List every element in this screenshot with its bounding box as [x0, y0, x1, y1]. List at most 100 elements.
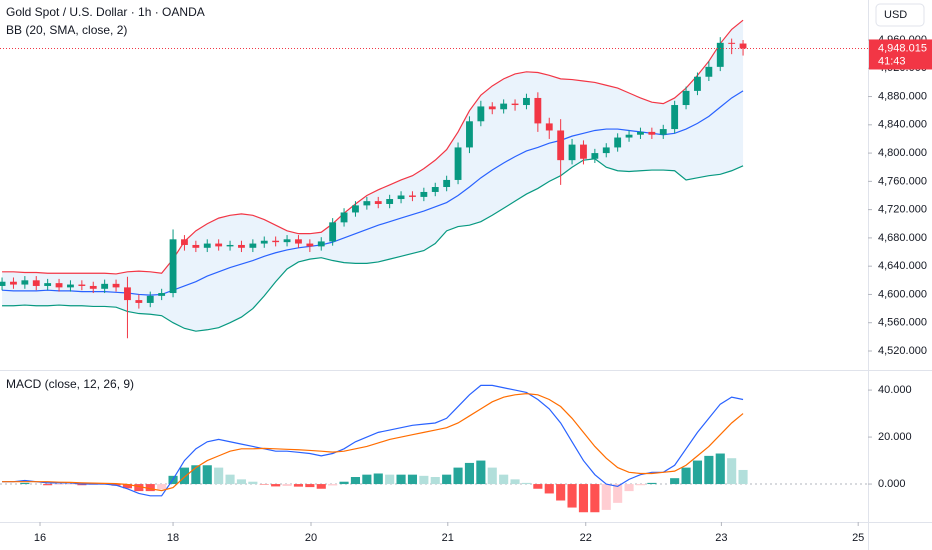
candle-body	[0, 281, 6, 286]
y-tick-label: 4,840.000	[878, 119, 927, 131]
plot-layer: 4,520.000 4,560.000 4,600.000 4,640.000 4,68…	[0, 19, 927, 544]
y-tick-label: 40.000	[878, 384, 912, 396]
candle-body	[523, 97, 530, 106]
y-tick-label: 4,600.000	[878, 288, 927, 300]
candle-body	[101, 283, 109, 289]
last-price-label: 4,948.015	[878, 42, 927, 54]
histogram-bar	[521, 482, 532, 485]
histogram-bar	[544, 484, 554, 494]
histogram-bar	[122, 484, 133, 489]
histogram-bar	[282, 484, 292, 486]
candle-body	[124, 287, 131, 301]
histogram-bar	[396, 474, 406, 485]
y-tick-label: 4,720.000	[878, 204, 927, 216]
candle-body	[716, 42, 724, 67]
candle-body	[272, 240, 280, 243]
histogram-bar	[293, 484, 304, 487]
y-tick-label: 4,520.000	[878, 345, 927, 357]
histogram-bar	[727, 458, 737, 485]
histogram-bar	[578, 484, 589, 513]
histogram-bar	[499, 474, 509, 485]
histogram-bar	[590, 484, 600, 513]
histogram-bar	[362, 474, 372, 485]
candle-body	[181, 239, 188, 245]
candle-body	[203, 243, 211, 248]
candle-body	[135, 300, 143, 303]
candle-body	[409, 195, 416, 197]
histogram-bar	[670, 478, 680, 485]
y-tick-label: 4,680.000	[878, 232, 927, 244]
histogram-bar	[601, 484, 611, 510]
histogram-bar	[236, 479, 247, 485]
band-line	[2, 19, 744, 275]
histogram-bar	[20, 482, 30, 485]
histogram-bar	[715, 453, 725, 485]
x-tick-label: 18	[167, 532, 179, 544]
candle-body	[557, 130, 565, 161]
candle-body	[591, 153, 599, 159]
band-fill	[2, 20, 744, 332]
candle-body	[671, 105, 679, 130]
candle-body	[728, 42, 736, 44]
histogram-bar	[271, 484, 281, 487]
x-tick-label: 16	[34, 532, 46, 544]
countdown: 41:43	[878, 55, 906, 67]
histogram-bar	[681, 467, 691, 485]
candle-body	[306, 243, 314, 247]
candle-body	[352, 205, 359, 213]
candle-body	[694, 76, 701, 91]
candle-body	[363, 201, 371, 206]
histogram-bar	[704, 455, 714, 485]
candle-body	[511, 103, 519, 106]
candle-body	[67, 284, 74, 288]
candle-body	[317, 241, 325, 247]
y-tick-label: 4,640.000	[878, 260, 927, 272]
histogram-bar	[476, 460, 486, 485]
x-tick-label: 21	[442, 532, 454, 544]
candle-body	[682, 90, 690, 106]
candle-body	[215, 243, 223, 247]
candle-body	[568, 144, 576, 161]
candle-body	[192, 244, 200, 248]
histogram-bar	[225, 474, 235, 485]
x-tick-label: 23	[715, 532, 727, 544]
candle-body	[705, 66, 713, 77]
chart-title: Gold Spot / U.S. Dollar · 1h · OANDA	[6, 5, 205, 19]
candle-body	[260, 240, 268, 244]
candle-body	[488, 106, 496, 110]
histogram-bar	[692, 460, 703, 485]
candle-body	[249, 243, 257, 248]
currency[interactable]: USD	[884, 9, 907, 21]
macd-line	[2, 393, 744, 492]
histogram-bar	[350, 477, 361, 485]
x-tick-label: 25	[852, 532, 864, 544]
currency-button[interactable]	[875, 3, 925, 27]
histogram-bar	[647, 482, 657, 485]
candle-body	[466, 121, 473, 148]
candle-body	[420, 191, 428, 197]
histogram-bar	[179, 467, 190, 485]
histogram-bar	[145, 484, 155, 492]
histogram-bar	[533, 484, 543, 489]
histogram-bar	[613, 484, 623, 503]
y-tick-label: 4,760.000	[878, 175, 927, 187]
candle-body	[648, 131, 656, 135]
histogram-bar	[567, 484, 577, 508]
candle-body	[283, 239, 291, 243]
candle-body	[169, 239, 177, 294]
x-tick-label: 20	[305, 532, 317, 544]
histogram-bar	[556, 484, 566, 501]
candle-body	[625, 134, 633, 138]
candle-body	[580, 144, 587, 159]
candle-body	[386, 199, 394, 204]
candle-body	[78, 284, 86, 286]
histogram-bar	[430, 477, 440, 485]
histogram-bar	[407, 474, 418, 485]
histogram-bar	[442, 474, 452, 485]
histogram-bar	[464, 462, 475, 485]
histogram-bar	[316, 484, 326, 489]
candle-body	[500, 103, 508, 110]
histogram-bar	[487, 467, 497, 485]
candle-body	[545, 123, 553, 131]
